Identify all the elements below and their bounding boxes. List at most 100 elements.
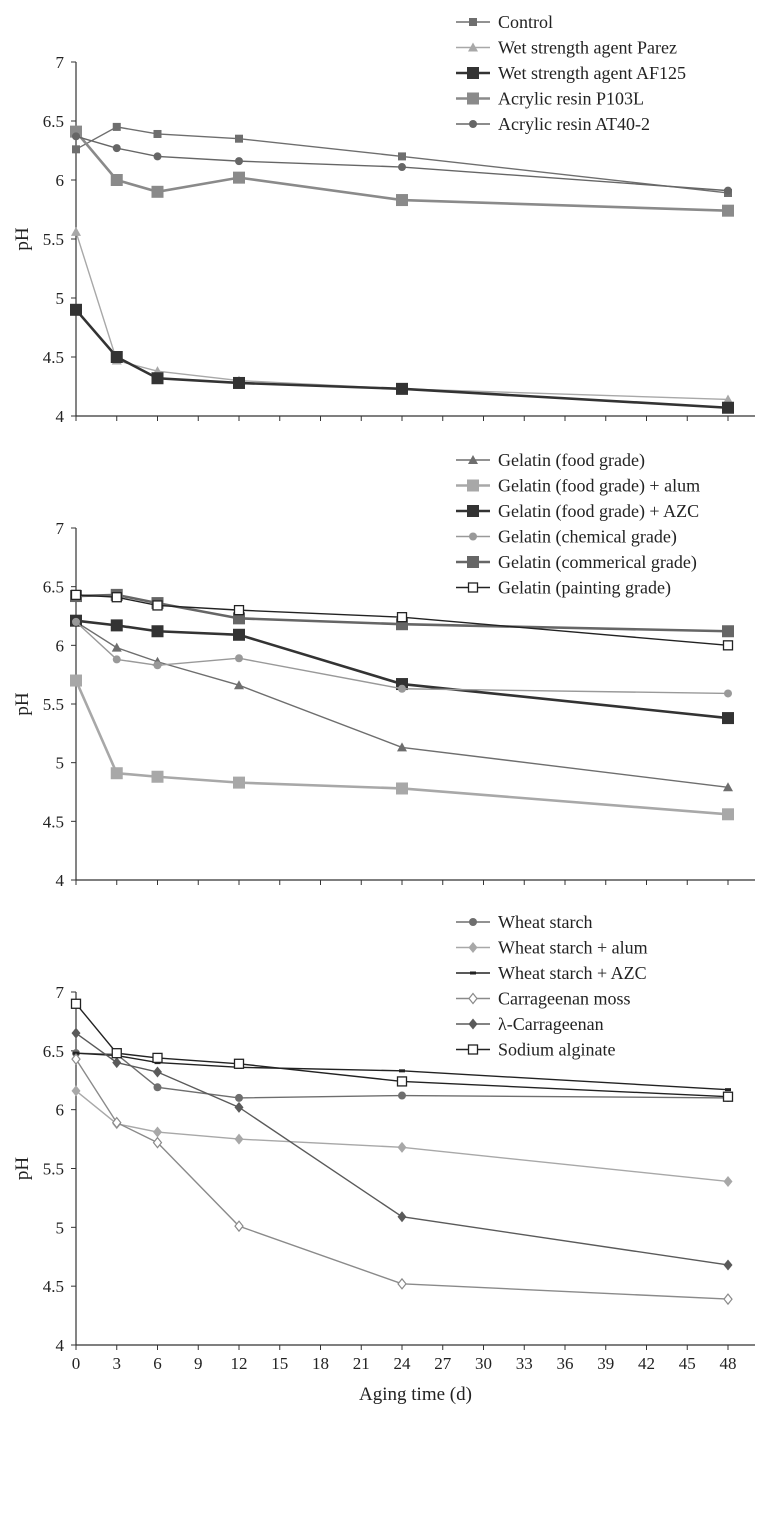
legend-label: Sodium alginate <box>498 1040 615 1060</box>
legend-entry: Carrageenan moss <box>456 989 630 1009</box>
legend-label: Acrylic resin P103L <box>498 89 644 109</box>
data-point <box>70 589 82 601</box>
y-tick-label: 4.5 <box>43 812 64 831</box>
data-point <box>112 655 121 664</box>
legend-entry: Wet strength agent Parez <box>456 38 677 58</box>
legend-marker <box>469 120 477 128</box>
series-line <box>75 594 729 647</box>
data-point <box>153 1066 162 1078</box>
y-tick-label: 4 <box>56 407 65 426</box>
y-tick-label: 5 <box>56 754 65 773</box>
data-point <box>722 204 734 217</box>
data-point <box>398 1091 406 1100</box>
y-tick-label: 6 <box>56 171 65 190</box>
y-axis-title: pH <box>12 692 33 716</box>
legend-label: Wet strength agent AF125 <box>498 63 686 83</box>
data-point <box>152 1052 163 1064</box>
series-line <box>74 680 729 816</box>
data-point <box>233 612 245 625</box>
data-point <box>71 226 81 236</box>
data-point <box>71 1053 81 1066</box>
legend-marker <box>468 1018 478 1030</box>
x-tick-label: 21 <box>353 1354 370 1373</box>
data-point <box>722 712 734 725</box>
data-point <box>722 640 734 651</box>
data-point <box>235 654 243 663</box>
legend-label: Wheat starch + AZC <box>498 963 647 983</box>
legend-entry: Wet strength agent AF125 <box>456 63 686 83</box>
data-point <box>397 1277 407 1290</box>
data-point <box>234 1101 244 1113</box>
y-tick-label: 5 <box>56 289 65 308</box>
series-control <box>72 122 732 197</box>
legend-marker <box>467 479 479 492</box>
data-point <box>722 625 734 638</box>
data-point <box>233 171 245 184</box>
y-tick-label: 7 <box>56 519 65 538</box>
x-tick-label: 36 <box>557 1354 574 1373</box>
data-point <box>235 134 243 143</box>
legend-marker <box>468 992 478 1005</box>
data-point <box>151 625 164 638</box>
data-point <box>397 742 407 752</box>
data-point <box>723 1259 733 1271</box>
legend-entry: Control <box>456 12 553 32</box>
x-tick-label: 45 <box>679 1354 696 1373</box>
series-wheat-starch-alum <box>71 1085 733 1187</box>
data-point <box>153 1083 162 1092</box>
data-point <box>152 1136 163 1149</box>
legend-marker <box>469 918 477 926</box>
data-point <box>398 163 406 172</box>
legend-label: Gelatin (food grade) <box>498 450 645 471</box>
series-line <box>75 1052 729 1099</box>
data-point <box>722 401 734 414</box>
data-point <box>111 1116 122 1129</box>
data-point <box>233 628 245 641</box>
series-wheat-starch <box>72 1049 732 1102</box>
legend-label: Gelatin (painting grade) <box>498 578 671 599</box>
data-point <box>233 776 245 789</box>
legend-label: λ-Carrageenan <box>498 1014 604 1034</box>
x-tick-label: 48 <box>720 1354 737 1373</box>
data-point <box>70 674 82 687</box>
series-carrageenan-moss <box>71 1053 733 1306</box>
data-point <box>233 376 245 389</box>
chart-panel-1: 4 4.5 5 5.5 6 6.5 7 pH Control Wet strength agent… <box>12 12 755 426</box>
data-point <box>398 684 406 693</box>
data-point <box>112 1057 122 1069</box>
y-tick-label: 7 <box>56 983 65 1002</box>
series-line <box>75 593 729 633</box>
data-point <box>235 157 243 166</box>
series-wet-strength-agent-parez <box>71 226 733 404</box>
y-tick-label: 5.5 <box>43 230 64 249</box>
data-point <box>151 372 164 385</box>
series-line <box>75 621 729 695</box>
data-point <box>153 152 162 161</box>
data-point <box>722 1091 734 1102</box>
legend-entry: Acrylic resin P103L <box>456 89 644 109</box>
legend-label: Wheat starch + alum <box>498 938 648 958</box>
x-axis-title: Aging time (d) <box>359 1384 472 1405</box>
data-point <box>723 394 733 404</box>
data-point <box>152 600 163 611</box>
series-gelatin-chemical-grade <box>72 617 732 698</box>
y-tick-label: 5.5 <box>43 695 64 714</box>
data-point <box>725 1088 731 1092</box>
y-tick-label: 6.5 <box>43 112 64 131</box>
y-tick-label: 4 <box>56 871 65 890</box>
series-sodium-alginate <box>70 998 734 1102</box>
x-tick-label: 6 <box>153 1354 162 1373</box>
legend-marker <box>467 505 479 517</box>
data-point <box>112 144 121 153</box>
legend-entry: Wheat starch + AZC <box>456 963 647 983</box>
data-point <box>397 1211 407 1223</box>
data-point <box>723 1175 733 1187</box>
series-line <box>75 135 729 192</box>
legend-marker <box>469 532 477 541</box>
y-axis-title: pH <box>12 1157 33 1181</box>
data-point <box>110 351 123 363</box>
legend-entry: Wheat starch <box>456 912 592 932</box>
legend-marker <box>468 42 478 52</box>
x-tick-label: 42 <box>638 1354 655 1373</box>
